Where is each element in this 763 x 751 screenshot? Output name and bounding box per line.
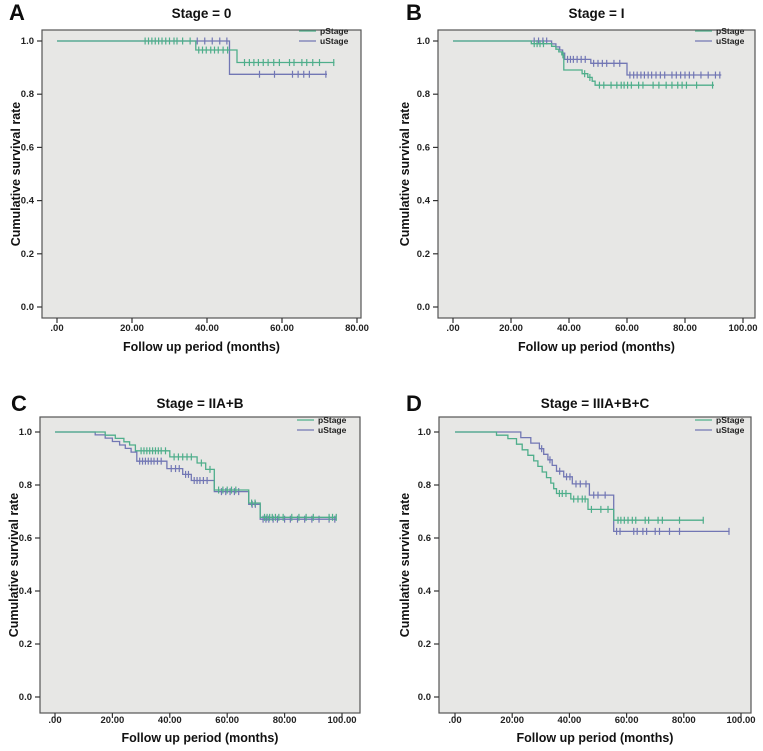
svg-text:0.4: 0.4: [417, 196, 431, 207]
panel-label-c: C: [11, 391, 27, 416]
svg-text:Stage = 0: Stage = 0: [172, 6, 232, 21]
svg-text:pStage: pStage: [716, 26, 745, 36]
svg-text:100.00: 100.00: [726, 715, 755, 726]
svg-text:0.0: 0.0: [19, 692, 32, 703]
svg-text:80.00: 80.00: [273, 715, 297, 726]
svg-text:.00: .00: [48, 715, 61, 726]
svg-text:Cumulative survival rate: Cumulative survival rate: [7, 493, 21, 638]
svg-text:20.00: 20.00: [101, 715, 125, 726]
svg-text:100.00: 100.00: [327, 715, 356, 726]
svg-text:0.2: 0.2: [21, 249, 34, 260]
panel-label-a: A: [9, 0, 25, 25]
svg-text:0.8: 0.8: [417, 89, 430, 100]
svg-text:0.6: 0.6: [417, 142, 430, 153]
panel-label-d: D: [406, 391, 422, 416]
panel-label-b: B: [406, 0, 422, 25]
svg-text:0.4: 0.4: [418, 586, 432, 597]
svg-text:Cumulative survival rate: Cumulative survival rate: [398, 102, 412, 247]
svg-text:Stage = IIIA+B+C: Stage = IIIA+B+C: [541, 396, 650, 411]
svg-text:1.0: 1.0: [418, 427, 431, 438]
svg-text:Follow up period (months): Follow up period (months): [123, 340, 280, 354]
svg-text:40.00: 40.00: [158, 715, 182, 726]
svg-text:0.6: 0.6: [19, 533, 32, 544]
svg-text:80.00: 80.00: [672, 715, 696, 726]
svg-text:uStage: uStage: [716, 36, 745, 46]
svg-text:Follow up period (months): Follow up period (months): [517, 731, 674, 745]
svg-text:0.6: 0.6: [21, 142, 34, 153]
svg-text:60.00: 60.00: [615, 323, 639, 334]
svg-text:1.0: 1.0: [417, 36, 430, 47]
svg-text:0.0: 0.0: [418, 692, 431, 703]
svg-text:Follow up period (months): Follow up period (months): [122, 731, 279, 745]
svg-text:uStage: uStage: [320, 36, 349, 46]
svg-text:40.00: 40.00: [558, 715, 582, 726]
svg-text:0.4: 0.4: [21, 196, 35, 207]
svg-text:.00: .00: [446, 323, 459, 334]
svg-text:uStage: uStage: [318, 425, 347, 435]
svg-text:Follow up period (months): Follow up period (months): [518, 340, 675, 354]
svg-text:uStage: uStage: [716, 425, 745, 435]
svg-text:0.8: 0.8: [418, 480, 431, 491]
svg-text:0.2: 0.2: [418, 639, 431, 650]
svg-text:0.0: 0.0: [21, 302, 34, 313]
km-chart-stage-1: Stage = I 0.0 0.2 0.4 0.6 0.8 1.0 .00 20.00 40.00…: [398, 6, 758, 354]
svg-text:0.4: 0.4: [19, 586, 33, 597]
svg-text:60.00: 60.00: [615, 715, 639, 726]
svg-text:pStage: pStage: [716, 415, 745, 425]
svg-text:Stage = I: Stage = I: [569, 6, 625, 21]
svg-text:20.00: 20.00: [120, 323, 144, 334]
svg-text:.00: .00: [448, 715, 461, 726]
svg-text:.00: .00: [50, 323, 63, 334]
svg-text:0.0: 0.0: [417, 302, 430, 313]
svg-text:80.00: 80.00: [345, 323, 369, 334]
svg-text:60.00: 60.00: [215, 715, 239, 726]
svg-text:Cumulative survival rate: Cumulative survival rate: [398, 493, 412, 638]
svg-text:1.0: 1.0: [19, 427, 32, 438]
svg-text:20.00: 20.00: [500, 715, 524, 726]
svg-text:pStage: pStage: [318, 415, 347, 425]
svg-text:20.00: 20.00: [499, 323, 523, 334]
svg-text:0.2: 0.2: [417, 249, 430, 260]
svg-text:100.00: 100.00: [728, 323, 757, 334]
svg-text:40.00: 40.00: [195, 323, 219, 334]
svg-text:1.0: 1.0: [21, 36, 34, 47]
svg-text:0.6: 0.6: [418, 533, 431, 544]
km-chart-stage-2ab: Stage = IIA+B 0.0 0.2 0.4 0.6 0.8 1.0 .00 20.00 4…: [7, 396, 361, 745]
svg-text:0.8: 0.8: [19, 480, 32, 491]
svg-text:60.00: 60.00: [270, 323, 294, 334]
svg-text:pStage: pStage: [320, 26, 349, 36]
svg-text:0.2: 0.2: [19, 639, 32, 650]
km-chart-stage-0: Stage = 0 0.0 0.2 0.4 0.6 0.8 1.0 .00 20.00 40.00…: [9, 6, 369, 354]
svg-text:40.00: 40.00: [557, 323, 581, 334]
svg-text:80.00: 80.00: [673, 323, 697, 334]
svg-text:Cumulative survival rate: Cumulative survival rate: [9, 102, 23, 247]
km-chart-stage-3abc: Stage = IIIA+B+C 0.0 0.2 0.4 0.6 0.8 1.0 .00 20.…: [398, 396, 756, 745]
svg-text:Stage = IIA+B: Stage = IIA+B: [156, 396, 243, 411]
svg-text:0.8: 0.8: [21, 89, 34, 100]
